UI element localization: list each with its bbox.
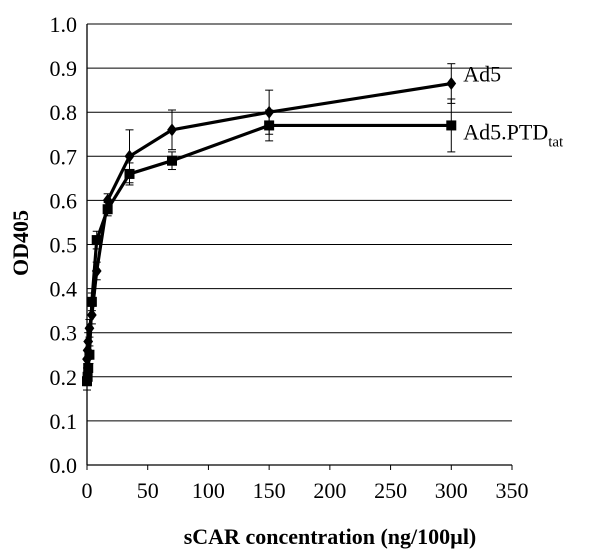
gridlines <box>87 23 512 422</box>
y-axis-title: OD405 <box>8 210 33 276</box>
legend-label-1: Ad5.PTDtat <box>463 119 564 150</box>
x-tick-label-1: 50 <box>137 478 159 503</box>
y-tick-label-4: 0.4 <box>50 277 78 302</box>
data-point-0-10 <box>446 77 457 91</box>
data-point-0-8 <box>167 123 177 137</box>
x-tick-label-6: 300 <box>435 478 468 503</box>
y-tick-label-1: 0.1 <box>50 409 78 434</box>
y-tick-label-6: 0.6 <box>50 188 78 213</box>
data-point-1-1 <box>82 371 93 382</box>
legend-label-0: Ad5 <box>463 62 501 87</box>
legend: Ad5 Ad5.PTDtat <box>463 62 564 151</box>
y-tick-label-7: 0.7 <box>50 144 78 169</box>
y-tick-label-10: 1.0 <box>50 12 78 37</box>
x-axis-title: sCAR concentration (ng/100µl) <box>184 524 477 549</box>
data-point-1-7 <box>124 168 135 179</box>
data-point-1-5 <box>91 235 102 246</box>
x-tick-label-7: 350 <box>496 478 529 503</box>
data-point-1-4 <box>86 296 97 307</box>
x-tick-label-5: 250 <box>374 478 407 503</box>
y-tick-labels: 0.0 0.1 0.2 0.3 0.4 0.5 0.6 0.7 0.8 0.9 1.0 <box>50 12 78 478</box>
plot-area <box>82 63 457 391</box>
x-tick-label-2: 100 <box>192 478 225 503</box>
x-tick-label-3: 150 <box>253 478 286 503</box>
legend-label-subscript-1: tat <box>548 134 564 150</box>
series-1 <box>82 98 457 391</box>
x-tick-labels: 0 50 100 150 200 250 300 350 <box>82 478 529 503</box>
y-tick-label-8: 0.8 <box>50 100 78 125</box>
series-line-1 <box>85 123 452 382</box>
x-tick-label-4: 200 <box>313 478 346 503</box>
data-point-1-10 <box>446 120 457 131</box>
y-tick-label-0: 0.0 <box>50 453 78 478</box>
data-point-0-7 <box>124 149 135 163</box>
y-tick-label-5: 0.5 <box>50 233 78 258</box>
y-tick-label-3: 0.3 <box>50 321 78 346</box>
data-point-1-2 <box>83 362 94 373</box>
axes <box>86 24 513 470</box>
data-point-1-8 <box>167 155 177 166</box>
data-point-1-9 <box>264 120 275 131</box>
data-point-1-6 <box>102 204 113 215</box>
x-tick-label-0: 0 <box>82 478 93 503</box>
series-0 <box>82 63 457 369</box>
data-point-1-3 <box>84 349 95 360</box>
y-tick-label-9: 0.9 <box>50 56 78 81</box>
y-tick-label-2: 0.2 <box>50 365 78 390</box>
